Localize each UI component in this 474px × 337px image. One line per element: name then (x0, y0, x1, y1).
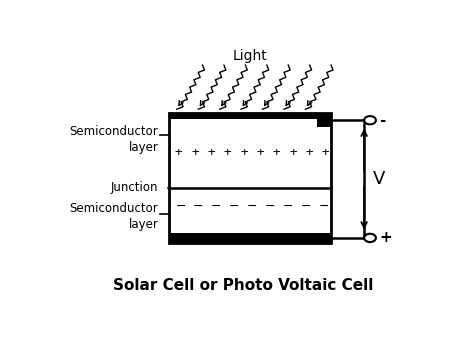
Text: −: − (301, 200, 311, 213)
Text: −: − (229, 200, 239, 213)
Text: Semiconductor
layer: Semiconductor layer (70, 203, 158, 232)
Text: Light: Light (233, 49, 268, 63)
Text: −: − (319, 200, 329, 213)
Text: V: V (373, 170, 385, 188)
Text: +: + (191, 146, 199, 158)
Text: +: + (240, 146, 248, 158)
Text: −: − (247, 200, 257, 213)
Text: +: + (322, 146, 329, 158)
Text: +: + (380, 231, 392, 245)
Bar (169, 113, 331, 119)
Circle shape (364, 234, 376, 242)
Bar (169, 233, 331, 243)
Text: +: + (175, 146, 182, 158)
Text: +: + (273, 146, 280, 158)
Text: +: + (224, 146, 231, 158)
Text: −: − (193, 200, 204, 213)
Text: -: - (380, 113, 386, 128)
Text: −: − (175, 200, 186, 213)
Text: −: − (211, 200, 221, 213)
Bar (317, 113, 331, 127)
Text: Junction: Junction (111, 181, 158, 193)
Text: −: − (283, 200, 293, 213)
Text: +: + (306, 146, 313, 158)
Text: +: + (256, 146, 264, 158)
Text: +: + (208, 146, 215, 158)
Text: −: − (265, 200, 275, 213)
Text: Solar Cell or Photo Voltaic Cell: Solar Cell or Photo Voltaic Cell (113, 278, 373, 293)
Text: +: + (289, 146, 297, 158)
Bar (169, 113, 331, 243)
Circle shape (364, 116, 376, 124)
Text: Semiconductor
layer: Semiconductor layer (70, 125, 158, 154)
